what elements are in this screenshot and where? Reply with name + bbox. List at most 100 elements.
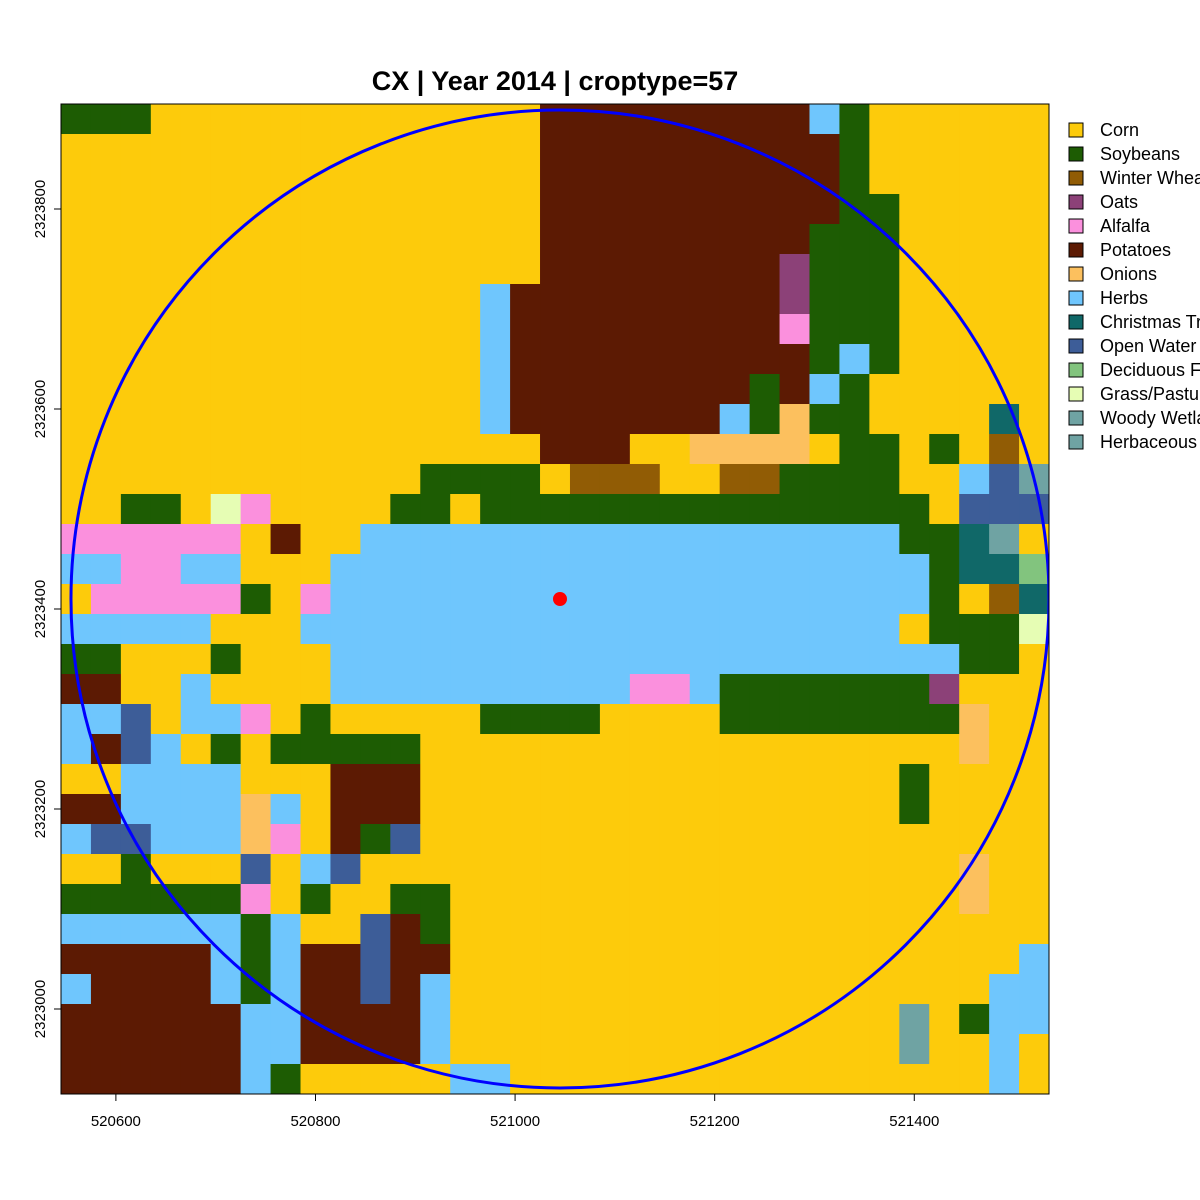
raster-cell <box>989 524 1020 555</box>
raster-cell <box>989 704 1020 735</box>
legend-swatch <box>1068 266 1084 282</box>
raster-cell <box>1019 1064 1049 1094</box>
raster-cell <box>300 944 332 975</box>
raster-cell <box>659 794 691 825</box>
raster-cell <box>569 344 601 375</box>
raster-cell <box>929 734 960 765</box>
y-tick-label: 2323800 <box>32 180 49 238</box>
raster-cell <box>689 584 721 615</box>
raster-cell <box>749 914 781 945</box>
raster-cell <box>90 134 122 165</box>
raster-cell <box>809 914 841 945</box>
raster-cell <box>929 254 960 285</box>
raster-cell <box>240 1004 272 1035</box>
raster-cell <box>1079 524 1110 555</box>
raster-cell <box>540 944 571 975</box>
raster-cell <box>480 944 511 975</box>
raster-cell <box>510 764 541 795</box>
raster-cell <box>180 1004 212 1035</box>
raster-cell <box>360 704 391 735</box>
raster-cell <box>719 704 751 735</box>
raster-cell <box>120 764 152 795</box>
raster-cell <box>989 554 1020 585</box>
raster-cell <box>809 854 841 885</box>
raster-cell <box>929 1034 960 1065</box>
raster-cell <box>330 704 361 735</box>
raster-cell <box>569 584 601 615</box>
raster-cell <box>839 644 870 675</box>
raster-cell <box>899 494 930 525</box>
raster-cell <box>270 284 302 315</box>
raster-cell <box>599 374 631 405</box>
raster-cell <box>120 374 152 405</box>
raster-cell <box>839 104 870 135</box>
legend-label: Woody Wetlands <box>1100 408 1200 428</box>
raster-cell <box>569 164 601 195</box>
raster-cell <box>270 944 302 975</box>
raster-cell <box>510 1064 541 1094</box>
raster-cell <box>809 494 841 525</box>
raster-cell <box>869 314 900 345</box>
raster-cell <box>120 794 152 825</box>
raster-cell <box>540 284 571 315</box>
raster-cell <box>1109 584 1140 615</box>
raster-cell <box>839 884 870 915</box>
raster-cell <box>90 434 122 465</box>
raster-cell <box>959 614 990 645</box>
raster-cell <box>959 914 990 945</box>
raster-cell <box>390 464 421 495</box>
raster-cell <box>989 1064 1020 1094</box>
raster-cell <box>120 1064 152 1094</box>
raster-cell <box>210 314 242 345</box>
raster-cell <box>989 884 1020 915</box>
raster-cell <box>420 314 451 345</box>
raster-cell <box>989 734 1020 765</box>
raster-cell <box>689 254 721 285</box>
raster-cell <box>510 794 541 825</box>
raster-cell <box>300 284 332 315</box>
raster-cell <box>270 554 302 585</box>
raster-cell <box>599 794 631 825</box>
raster-cell <box>390 404 421 435</box>
raster-cell <box>150 704 182 735</box>
raster-cell <box>569 794 601 825</box>
raster-cell <box>510 164 541 195</box>
raster-cell <box>809 674 841 705</box>
raster-cell <box>180 284 212 315</box>
raster-cell <box>809 104 841 135</box>
raster-cell <box>839 794 870 825</box>
raster-cell <box>1079 644 1110 675</box>
raster-cell <box>779 824 811 855</box>
raster-cell <box>540 404 571 435</box>
raster-cell <box>569 224 601 255</box>
raster-cell <box>450 494 481 525</box>
raster-cell <box>599 914 631 945</box>
raster-cell <box>540 674 571 705</box>
raster-cell <box>420 404 451 435</box>
raster-cell <box>450 164 481 195</box>
raster-cell <box>480 614 511 645</box>
raster-cell <box>210 584 242 615</box>
raster-cell <box>599 434 631 465</box>
raster-cell <box>839 554 870 585</box>
raster-cell <box>270 734 302 765</box>
raster-cell <box>240 734 272 765</box>
raster-cell <box>90 584 122 615</box>
raster-cell <box>480 854 511 885</box>
raster-cell <box>90 344 122 375</box>
raster-cell <box>809 884 841 915</box>
raster-cell <box>959 1064 990 1094</box>
raster-cell <box>839 434 870 465</box>
raster-cell <box>1049 794 1080 825</box>
raster-cell <box>929 854 960 885</box>
raster-cell <box>689 164 721 195</box>
raster-cell <box>689 494 721 525</box>
raster-cell <box>719 104 751 135</box>
raster-cell <box>869 554 900 585</box>
raster-cell <box>510 134 541 165</box>
legend-label: Soybeans <box>1100 144 1180 164</box>
raster-cell <box>90 374 122 405</box>
raster-cell <box>569 134 601 165</box>
raster-cell <box>180 554 212 585</box>
raster-cell <box>450 1004 481 1035</box>
